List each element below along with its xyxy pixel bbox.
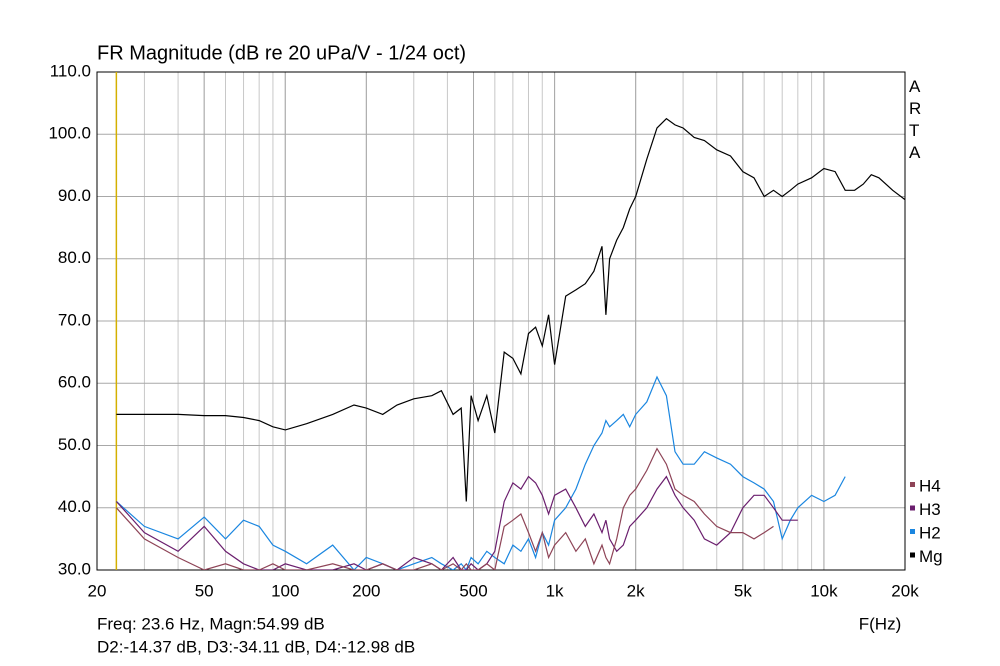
x-tick-label: 20k — [891, 581, 919, 600]
legend-swatch — [910, 482, 915, 487]
legend-label: Mg — [919, 547, 943, 566]
series-line — [116, 117, 905, 502]
y-tick-label: 100.0 — [48, 124, 91, 143]
x-tick-label: 5k — [734, 581, 752, 600]
plot-frame — [96, 71, 906, 571]
x-tick-label: 500 — [459, 581, 487, 600]
legend-swatch — [910, 529, 915, 534]
x-axis-label: F(Hz) — [859, 614, 901, 633]
x-tick-label: 10k — [810, 581, 838, 600]
x-tick-label: 2k — [627, 581, 645, 600]
x-tick-label: 1k — [546, 581, 564, 600]
y-tick-label: 70.0 — [58, 310, 91, 329]
x-tick-label: 20 — [88, 581, 107, 600]
cursor-readout: Freq: 23.6 Hz, Magn:54.99 dB — [97, 614, 325, 633]
legend-swatch — [910, 505, 915, 511]
x-tick-label: 100 — [271, 581, 299, 600]
y-tick-label: 30.0 — [58, 559, 91, 578]
y-tick-label: 90.0 — [58, 186, 91, 205]
y-tick-label: 110.0 — [50, 61, 91, 80]
cursor-readout: D2:-14.37 dB, D3:-34.11 dB, D4:-12.98 dB — [97, 637, 415, 656]
series-line — [116, 375, 846, 570]
x-tick-label: 200 — [352, 581, 380, 600]
series-line — [115, 447, 774, 570]
y-tick-label: 60.0 — [58, 373, 91, 392]
y-tick-label: 40.0 — [58, 497, 91, 516]
x-tick-label: 50 — [195, 581, 214, 600]
chart-title: FR Magnitude (dB re 20 uPa/V - 1/24 oct) — [97, 42, 466, 64]
side-label: ARTA — [909, 77, 922, 162]
series-line — [115, 475, 798, 570]
legend-label: H3 — [919, 500, 941, 519]
y-tick-label: 80.0 — [58, 248, 91, 267]
y-tick-label: 50.0 — [58, 435, 91, 454]
legend-label: H2 — [919, 523, 941, 542]
legend-swatch — [910, 552, 915, 558]
legend-label: H4 — [919, 476, 941, 495]
plot-area — [115, 117, 905, 570]
